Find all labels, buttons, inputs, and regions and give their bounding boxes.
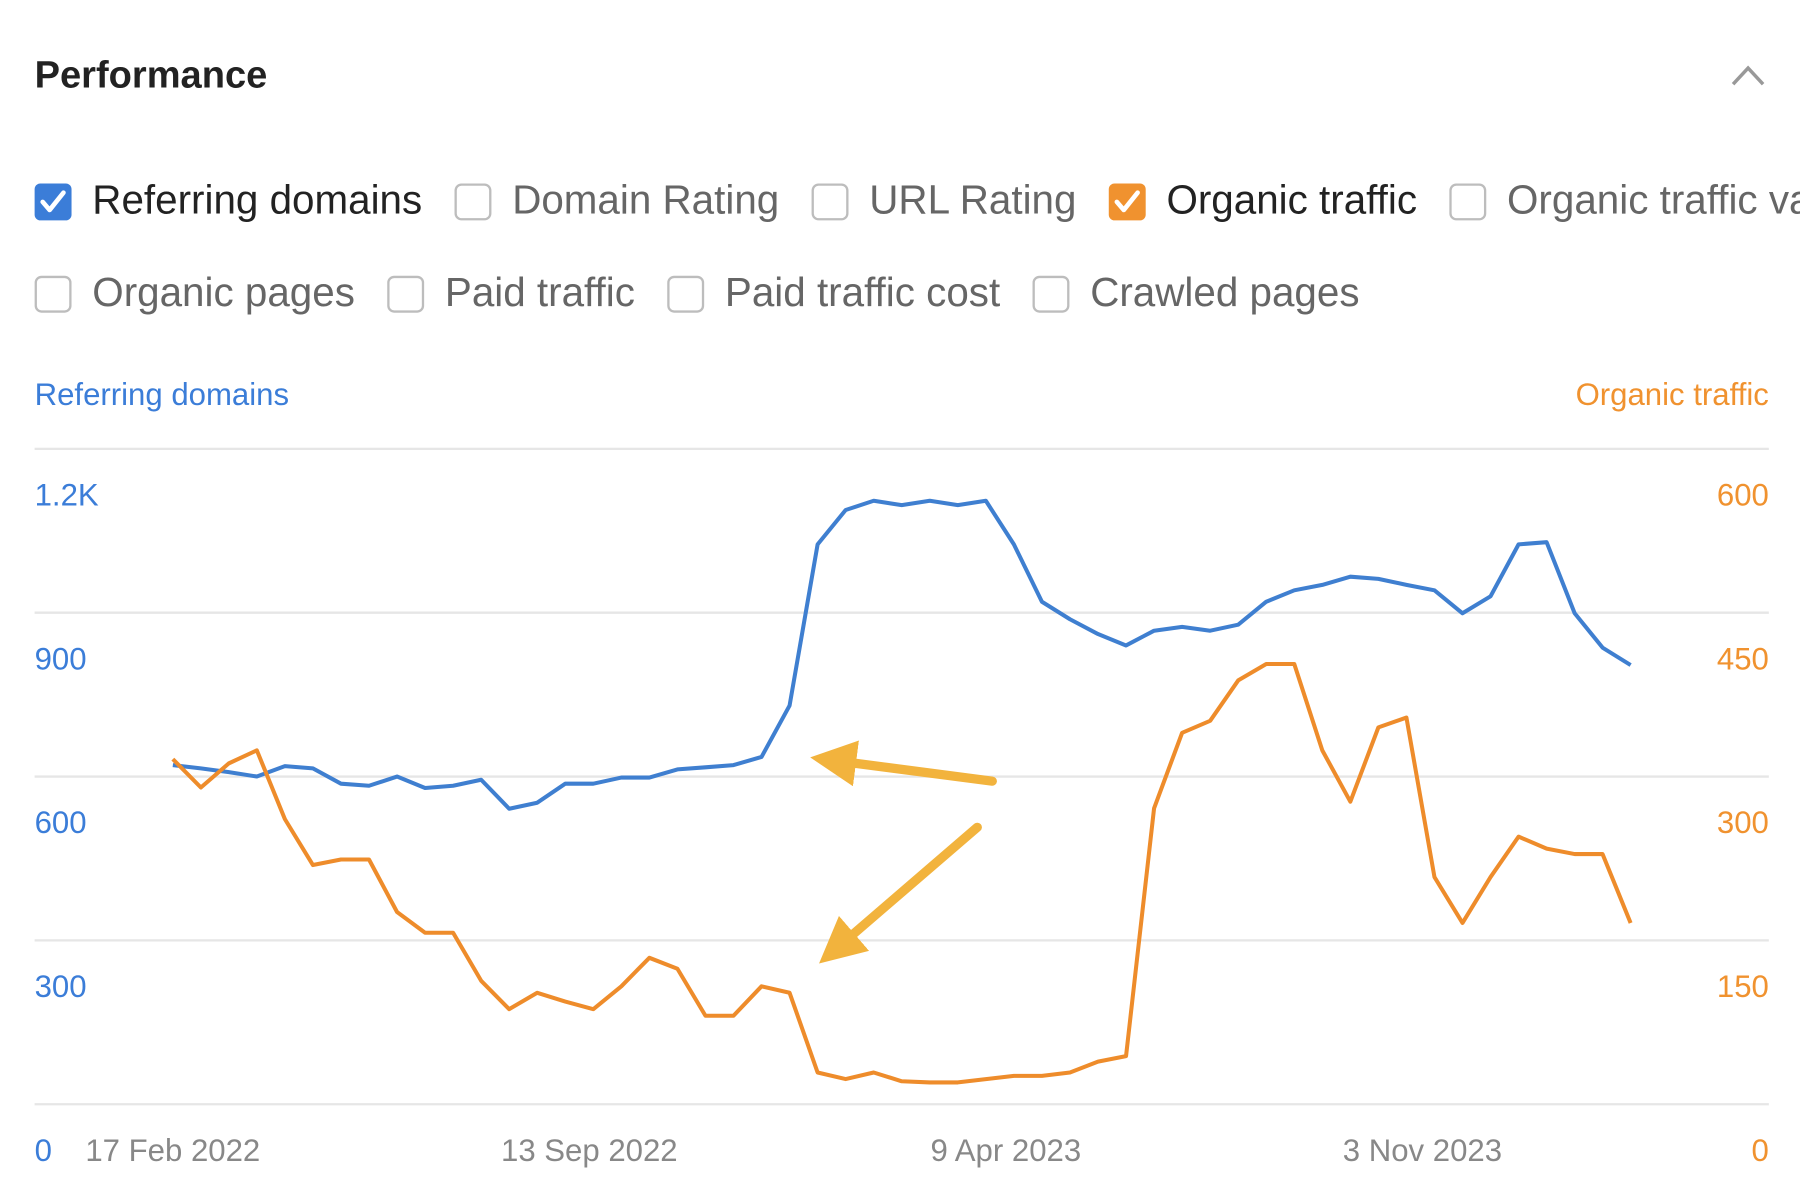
checkbox[interactable] <box>1449 183 1487 221</box>
metric-toggle[interactable]: Crawled pages <box>1032 269 1360 315</box>
checkbox[interactable] <box>34 275 72 313</box>
y-tick-label: 0 <box>35 1133 52 1168</box>
metric-toggle[interactable]: URL Rating <box>811 177 1077 223</box>
collapse-chevron[interactable] <box>1731 65 1765 86</box>
checkbox[interactable] <box>34 183 72 221</box>
metric-label[interactable]: Domain Rating <box>512 177 779 223</box>
metric-toggle[interactable]: Referring domains <box>34 177 423 223</box>
metric-label[interactable]: Organic traffic <box>1166 177 1417 223</box>
checkmark <box>40 190 66 213</box>
y-tick-label: 300 <box>35 969 87 1004</box>
y2-axis-title: Organic traffic <box>1576 377 1769 412</box>
checkmark <box>1114 190 1140 213</box>
series-line <box>171 662 1633 1085</box>
y2-tick-label: 0 <box>1752 1133 1769 1168</box>
x-tick-label: 9 Apr 2023 <box>931 1133 1082 1168</box>
metric-label[interactable]: Organic pages <box>92 269 355 315</box>
metric-label[interactable]: Crawled pages <box>1090 269 1359 315</box>
y-tick-label: 1.2K <box>35 478 99 513</box>
checkbox[interactable] <box>454 183 492 221</box>
y-axis-title: Referring domains <box>35 377 289 412</box>
metric-toggle[interactable]: Organic traffic <box>1108 177 1417 223</box>
panel-title: Performance <box>35 54 268 96</box>
metric-toggle[interactable]: Paid traffic cost <box>667 269 1000 315</box>
metric-toggle[interactable]: Organic traffic value <box>1449 177 1800 223</box>
metric-label[interactable]: Paid traffic <box>445 269 635 315</box>
plot <box>171 498 1633 1085</box>
checkbox[interactable] <box>811 183 849 221</box>
metric-label[interactable]: Referring domains <box>92 177 422 223</box>
x-tick-label: 13 Sep 2022 <box>501 1133 678 1168</box>
series-line <box>172 498 1632 811</box>
checkbox[interactable] <box>1032 275 1070 313</box>
y-tick-label: 600 <box>35 805 87 840</box>
metric-toggle[interactable]: Organic pages <box>34 269 355 315</box>
y2-tick-label: 600 <box>1717 478 1769 513</box>
metric-toggle[interactable]: Domain Rating <box>454 177 780 223</box>
checkbox[interactable] <box>1108 183 1146 221</box>
annotation-arrow <box>810 740 997 787</box>
grid: 0 300 600 900 1.2K 0 150 300 450 600 17 Feb 2022 13… <box>35 447 1769 1168</box>
checkbox[interactable] <box>387 275 425 313</box>
annotation-arrow <box>819 822 982 964</box>
y-tick-label: 900 <box>35 641 87 676</box>
y2-tick-label: 150 <box>1717 969 1769 1004</box>
metric-label[interactable]: Paid traffic cost <box>725 269 1000 315</box>
y2-tick-label: 300 <box>1717 805 1769 840</box>
x-tick-label: 17 Feb 2022 <box>85 1133 260 1168</box>
checkbox[interactable] <box>667 275 705 313</box>
metric-label[interactable]: URL Rating <box>869 177 1076 223</box>
metric-toggle[interactable]: Paid traffic <box>387 269 635 315</box>
metric-label[interactable]: Organic traffic value <box>1507 177 1800 223</box>
y2-tick-label: 450 <box>1717 641 1769 676</box>
x-tick-label: 3 Nov 2023 <box>1343 1133 1502 1168</box>
